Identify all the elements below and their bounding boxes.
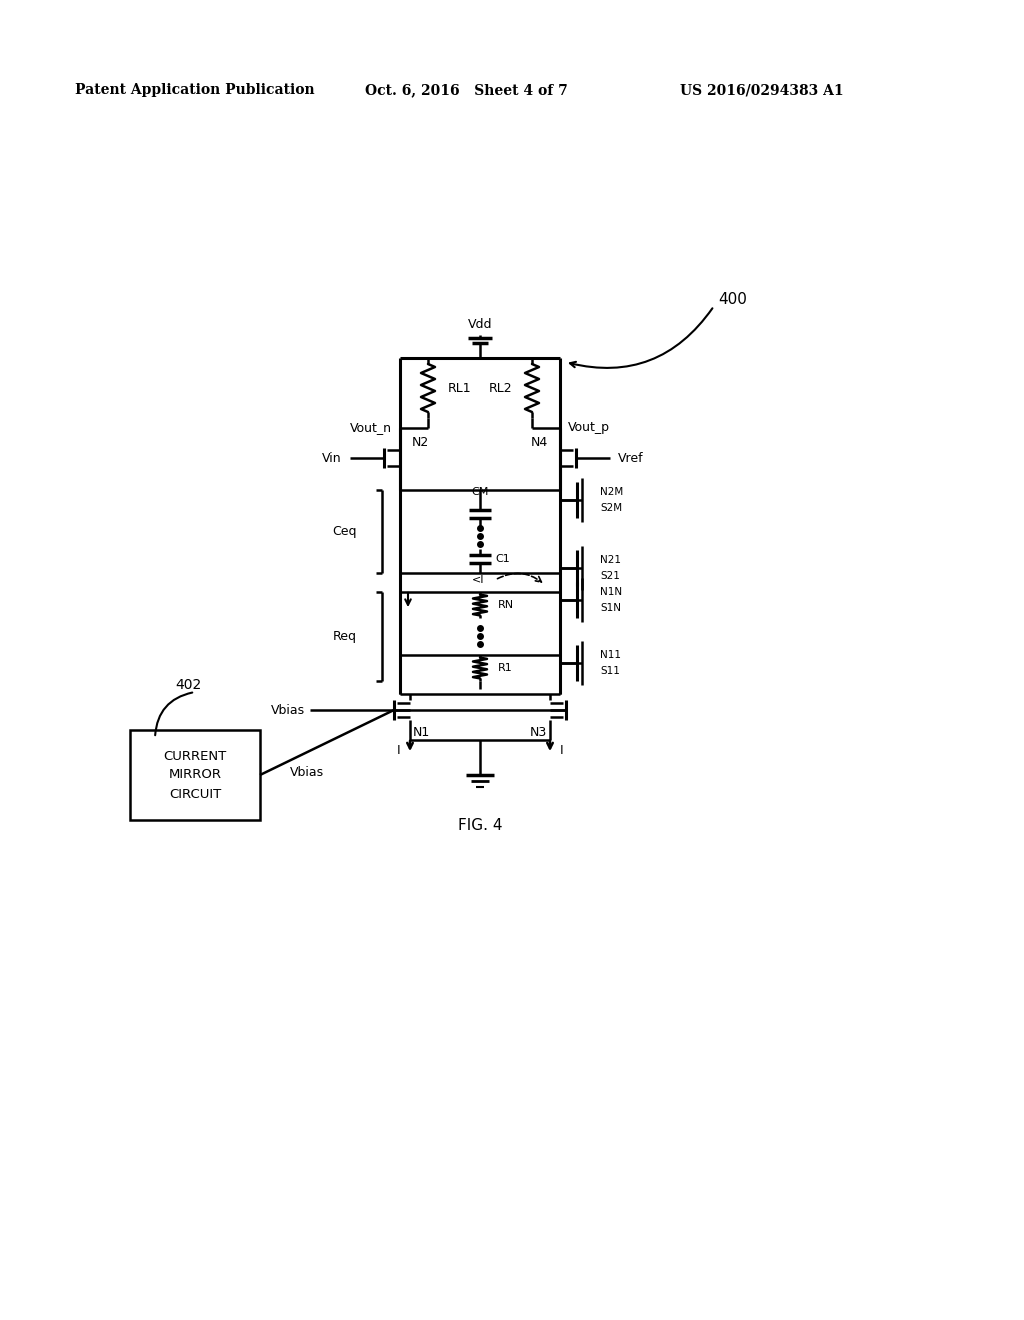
Text: Ceq: Ceq bbox=[333, 525, 357, 539]
Text: RL2: RL2 bbox=[488, 381, 512, 395]
Text: CM: CM bbox=[471, 487, 488, 498]
Text: Vin: Vin bbox=[323, 451, 342, 465]
Text: S2M: S2M bbox=[600, 503, 623, 513]
Text: Vref: Vref bbox=[618, 451, 644, 465]
Text: US 2016/0294383 A1: US 2016/0294383 A1 bbox=[680, 83, 844, 96]
Text: <I: <I bbox=[472, 576, 484, 585]
Text: N2M: N2M bbox=[600, 487, 624, 498]
Text: S21: S21 bbox=[600, 572, 620, 581]
Text: Vdd: Vdd bbox=[468, 318, 493, 331]
Text: Vout_p: Vout_p bbox=[568, 421, 610, 434]
Text: N11: N11 bbox=[600, 649, 621, 660]
Text: N1N: N1N bbox=[600, 587, 623, 597]
Text: 402: 402 bbox=[175, 678, 202, 692]
Text: Vbias: Vbias bbox=[271, 704, 305, 717]
Text: N1: N1 bbox=[413, 726, 430, 738]
Text: Req: Req bbox=[333, 630, 357, 643]
Text: N21: N21 bbox=[600, 554, 621, 565]
Text: S11: S11 bbox=[600, 667, 620, 676]
Text: FIG. 4: FIG. 4 bbox=[458, 817, 502, 833]
Text: S1N: S1N bbox=[600, 603, 621, 612]
Text: RN: RN bbox=[498, 601, 514, 610]
Text: N4: N4 bbox=[530, 437, 548, 450]
Text: N2: N2 bbox=[412, 437, 429, 450]
Text: Vbias: Vbias bbox=[290, 766, 325, 779]
Text: I: I bbox=[560, 743, 563, 756]
Text: CURRENT
MIRROR
CIRCUIT: CURRENT MIRROR CIRCUIT bbox=[164, 750, 226, 800]
Text: Patent Application Publication: Patent Application Publication bbox=[75, 83, 314, 96]
Text: N3: N3 bbox=[529, 726, 547, 738]
Bar bbox=[130, 730, 260, 820]
Text: RL1: RL1 bbox=[449, 381, 472, 395]
Text: C1: C1 bbox=[495, 554, 510, 564]
Text: Vout_n: Vout_n bbox=[350, 421, 392, 434]
Text: Oct. 6, 2016   Sheet 4 of 7: Oct. 6, 2016 Sheet 4 of 7 bbox=[365, 83, 567, 96]
Text: I: I bbox=[396, 743, 400, 756]
Text: 400: 400 bbox=[718, 293, 746, 308]
Text: R1: R1 bbox=[498, 663, 513, 673]
